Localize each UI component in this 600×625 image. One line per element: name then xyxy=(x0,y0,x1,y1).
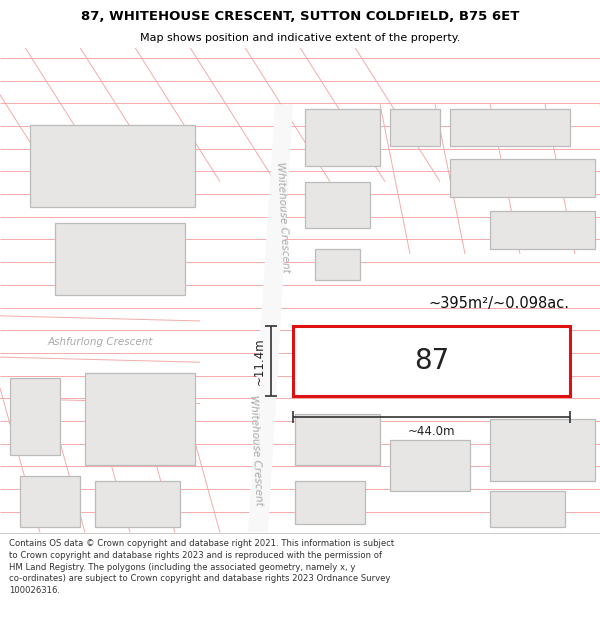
Text: ~44.0m: ~44.0m xyxy=(408,425,455,438)
Text: Contains OS data © Crown copyright and database right 2021. This information is : Contains OS data © Crown copyright and d… xyxy=(9,539,394,595)
Polygon shape xyxy=(95,481,180,528)
Polygon shape xyxy=(450,109,570,146)
Polygon shape xyxy=(490,419,595,481)
Polygon shape xyxy=(248,368,278,532)
Polygon shape xyxy=(85,372,195,466)
Text: Whitehouse Crescent: Whitehouse Crescent xyxy=(248,394,264,506)
Text: 87: 87 xyxy=(414,348,449,375)
Polygon shape xyxy=(490,211,595,249)
Polygon shape xyxy=(258,104,293,367)
Text: Whitehouse Crescent: Whitehouse Crescent xyxy=(275,162,291,274)
Polygon shape xyxy=(450,159,595,197)
Polygon shape xyxy=(490,491,565,528)
Polygon shape xyxy=(295,481,365,524)
Polygon shape xyxy=(305,109,380,166)
Text: ~395m²/~0.098ac.: ~395m²/~0.098ac. xyxy=(429,296,570,311)
Polygon shape xyxy=(55,223,185,295)
Polygon shape xyxy=(390,439,470,491)
Polygon shape xyxy=(315,249,360,279)
Text: ~11.4m: ~11.4m xyxy=(253,338,266,385)
Polygon shape xyxy=(30,125,195,208)
Polygon shape xyxy=(295,414,380,466)
Polygon shape xyxy=(390,109,440,146)
Polygon shape xyxy=(20,476,80,528)
Polygon shape xyxy=(293,326,570,396)
Polygon shape xyxy=(305,182,370,228)
Text: 87, WHITEHOUSE CRESCENT, SUTTON COLDFIELD, B75 6ET: 87, WHITEHOUSE CRESCENT, SUTTON COLDFIEL… xyxy=(81,9,519,22)
Text: Map shows position and indicative extent of the property.: Map shows position and indicative extent… xyxy=(140,33,460,43)
Text: Ashfurlong Crescent: Ashfurlong Crescent xyxy=(47,337,153,347)
Polygon shape xyxy=(10,378,60,455)
